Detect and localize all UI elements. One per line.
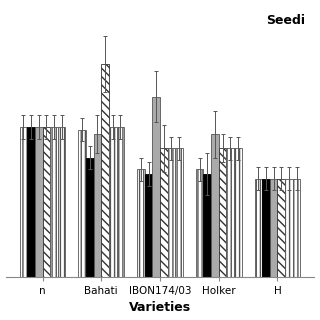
Bar [175, 148, 183, 277]
Bar [285, 179, 293, 277]
X-axis label: Varieties: Varieties [129, 301, 191, 315]
Bar [255, 179, 262, 277]
Bar [35, 127, 43, 277]
Bar [211, 134, 219, 277]
Bar [152, 97, 160, 277]
Bar [160, 148, 168, 277]
Bar [137, 169, 145, 277]
Bar [78, 130, 86, 277]
Bar [58, 127, 65, 277]
Bar [27, 127, 35, 277]
Bar [277, 179, 285, 277]
Bar [109, 127, 116, 277]
Bar [293, 179, 300, 277]
Bar [50, 127, 58, 277]
Bar [219, 148, 226, 277]
Bar [196, 169, 204, 277]
Text: Seedi: Seedi [266, 14, 305, 27]
Bar [86, 157, 94, 277]
Bar [145, 174, 152, 277]
Bar [204, 174, 211, 277]
Bar [270, 179, 277, 277]
Bar [116, 127, 124, 277]
Bar [226, 148, 234, 277]
Bar [262, 179, 270, 277]
Bar [94, 134, 101, 277]
Bar [20, 127, 27, 277]
Bar [168, 148, 175, 277]
Bar [43, 127, 50, 277]
Bar [234, 148, 242, 277]
Bar [101, 64, 109, 277]
